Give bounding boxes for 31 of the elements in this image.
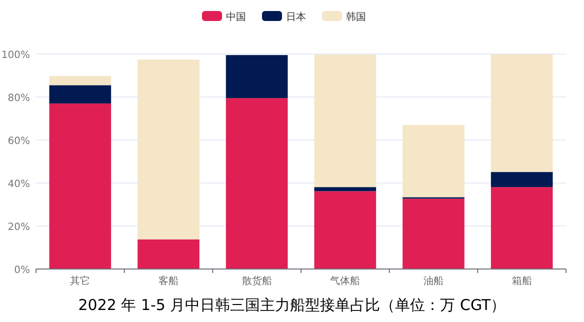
x-tick-label: 其它	[70, 275, 90, 287]
x-tick-label: 箱船	[512, 276, 532, 287]
y-tick-label: 0%	[14, 265, 30, 276]
y-tick-label: 80%	[8, 93, 30, 104]
bar	[226, 55, 288, 98]
bar	[49, 85, 112, 104]
bar	[490, 187, 553, 269]
bar	[49, 103, 112, 269]
legend-label: 中国	[226, 11, 246, 23]
bar	[490, 54, 553, 172]
y-tick-label: 40%	[8, 179, 30, 190]
bar	[314, 187, 376, 192]
bar	[138, 239, 200, 269]
bar	[490, 172, 553, 188]
legend-label: 韩国	[346, 11, 366, 23]
bar	[226, 98, 288, 269]
bar	[314, 191, 376, 269]
text: 2022 年 1-5 月中日韩三国主力船型接单占比（单位：万 CGT）	[78, 296, 506, 314]
bar	[49, 76, 112, 86]
x-tick-label: 客船	[158, 275, 178, 287]
bar	[138, 60, 200, 240]
legend-label: 日本	[286, 11, 306, 23]
y-tick-label: 100%	[1, 50, 30, 61]
bar	[314, 54, 376, 188]
y-tick-label: 60%	[8, 136, 30, 147]
y-tick-label: 20%	[8, 222, 30, 233]
x-tick-label: 散货船	[242, 275, 272, 287]
x-tick-label: 气体船	[330, 275, 360, 287]
bar	[402, 124, 464, 198]
x-tick-label: 油船	[424, 275, 444, 287]
bar	[402, 198, 464, 269]
